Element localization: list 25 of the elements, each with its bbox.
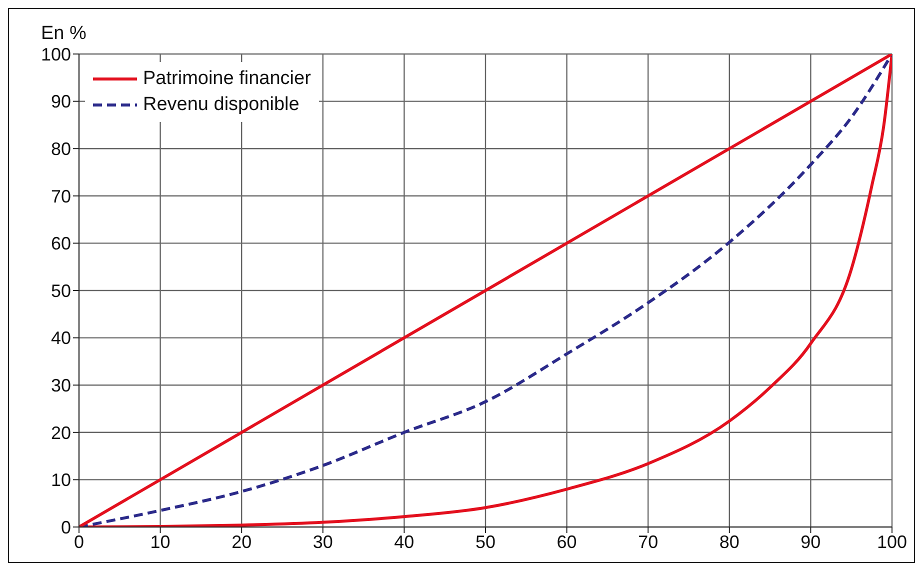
legend-label: Patrimoine financier — [143, 67, 311, 91]
x-tick-label: 100 — [876, 532, 908, 552]
y-tick-label: 70 — [50, 186, 71, 206]
x-tick-label: 60 — [556, 532, 577, 552]
x-tick-label: 0 — [74, 532, 84, 552]
x-tick-label: 10 — [150, 532, 170, 552]
y-tick-label: 100 — [40, 44, 71, 64]
x-tick-label: 80 — [719, 532, 740, 552]
y-tick-label: 40 — [50, 328, 71, 348]
y-tick-label: 30 — [50, 375, 71, 396]
x-tick-label: 50 — [475, 532, 496, 552]
y-tick-label: 80 — [50, 138, 71, 159]
legend-label: Revenu disponible — [143, 93, 300, 117]
y-tick-label: 60 — [50, 234, 71, 254]
y-tick-label: 90 — [50, 92, 71, 112]
x-tick-label: 40 — [394, 532, 414, 552]
y-tick-label: 20 — [50, 422, 71, 443]
y-tick-label: 0 — [60, 517, 71, 538]
x-tick-label: 30 — [312, 532, 333, 552]
x-tick-label: 70 — [638, 532, 658, 552]
y-axis-title: En % — [41, 23, 86, 45]
x-tick-label: 20 — [232, 532, 252, 552]
x-tick-label: 90 — [800, 532, 821, 552]
y-tick-label: 10 — [50, 470, 71, 490]
y-tick-label: 50 — [50, 280, 71, 301]
